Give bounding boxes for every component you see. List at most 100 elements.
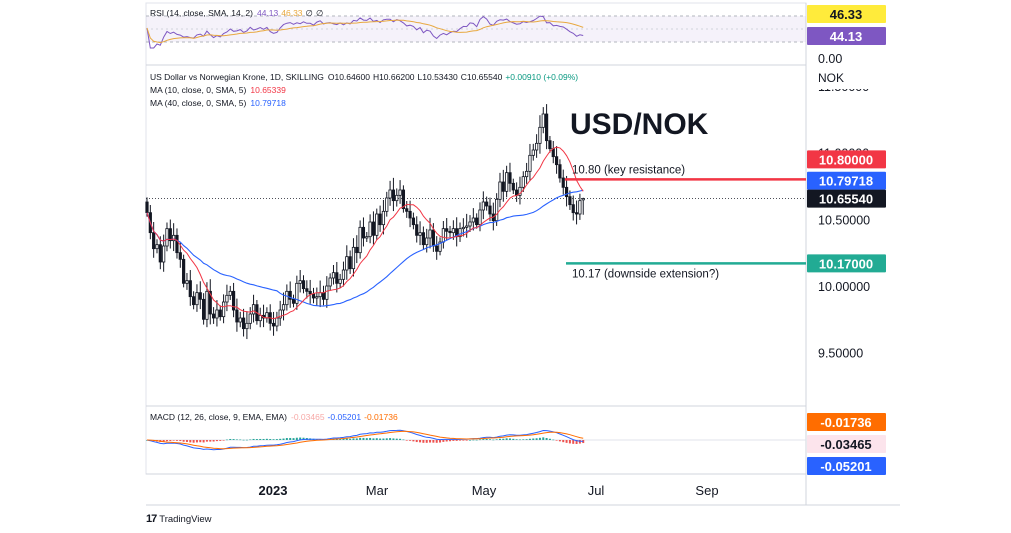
macd-histogram-bar — [292, 438, 295, 440]
macd-histogram-bar — [259, 438, 262, 440]
macd-histogram-bar — [422, 440, 425, 443]
ma10-legend: MA (10, close, 0, SMA, 5) 10.65339 — [150, 85, 290, 95]
macd-histogram-bar — [285, 438, 288, 440]
candle-body — [361, 226, 366, 239]
macd-histogram-bar — [399, 438, 402, 440]
macd-histogram-bar — [175, 440, 178, 441]
ma40-badge-bg — [807, 171, 886, 190]
candle-body — [285, 290, 289, 306]
candle-body — [495, 198, 499, 222]
candle-body — [401, 189, 406, 210]
candle-body — [478, 209, 482, 226]
macd-signal-badge-bg — [807, 413, 886, 431]
rsi-legend-value: 44.13 — [256, 8, 279, 18]
macd-histogram-bar — [232, 439, 235, 440]
ohlc-open: O10.64600 — [327, 72, 370, 82]
macd-histogram-bar — [558, 440, 561, 442]
candle-body — [238, 317, 242, 323]
ohlc-high: H10.66200 — [372, 72, 415, 82]
macd-legend: MACD (12, 26, close, 9, EMA, EMA) -0.0346… — [150, 412, 401, 422]
candle-body — [331, 272, 336, 279]
macd-histogram-bar — [265, 438, 268, 440]
candle-body — [165, 228, 169, 247]
candle-body — [168, 228, 172, 242]
candle-body — [418, 232, 422, 236]
macd-histogram-bar — [525, 439, 528, 440]
candles-group — [145, 104, 585, 340]
candle-body — [465, 225, 469, 228]
macd-histogram-bar — [515, 439, 518, 440]
candle-body — [564, 186, 569, 198]
candle-body — [378, 213, 382, 226]
macd-histogram-bar — [279, 438, 282, 440]
candle-body — [175, 234, 179, 254]
ohlc-change: +0.00910 (+0.09%) — [505, 72, 579, 82]
macd-histogram-bar — [479, 439, 481, 441]
resistance-badge-bg — [807, 150, 886, 169]
support-label: 10.17 (downside extension?) — [572, 268, 719, 280]
candle-body — [441, 228, 445, 243]
macd-histogram-bar — [565, 440, 568, 443]
macd-histogram-bar — [432, 440, 435, 443]
macd-histogram-bar — [342, 438, 345, 440]
macd-histogram-bar — [395, 438, 398, 440]
candle-body — [428, 229, 432, 239]
macd-histogram-bar — [355, 438, 358, 440]
candle-body — [158, 244, 162, 263]
macd-histogram-bar — [452, 440, 455, 441]
macd-histogram-bar — [575, 440, 578, 444]
candle-body — [571, 204, 575, 214]
macd-histogram-bar — [505, 438, 508, 440]
macd-histogram-bar — [488, 439, 491, 440]
candle-body — [281, 304, 286, 311]
macd-histogram-bar — [242, 439, 245, 441]
candle-body — [341, 269, 346, 280]
signal-line — [146, 430, 584, 450]
tradingview-logo[interactable]: 17 TradingView — [146, 513, 212, 525]
ma10-legend-value: 10.65339 — [250, 85, 286, 95]
candle-body — [288, 290, 292, 300]
candle-body — [391, 189, 396, 202]
candle-body — [295, 282, 299, 304]
macd-hist-badge: -0.05201 — [820, 459, 871, 474]
macd-histogram-bar — [245, 439, 248, 441]
macd-histogram-bar — [209, 440, 212, 442]
macd-value-badge: -0.03465 — [820, 437, 871, 452]
candle-body — [395, 194, 399, 202]
tradingview-mark-icon: 17 — [146, 513, 157, 525]
macd-histogram-bar — [222, 440, 225, 441]
candle-body — [528, 154, 532, 172]
rsi-legend-empty-1: ∅ — [305, 8, 313, 18]
macd-signal-badge: -0.01736 — [820, 415, 871, 430]
macd-histogram-bar — [339, 439, 342, 440]
macd-histogram-bar — [235, 439, 238, 441]
macd-legend-value-1: -0.03465 — [290, 412, 325, 422]
candle-body — [271, 322, 276, 327]
resistance-label: 10.80 (key resistance) — [572, 164, 685, 176]
candle-body — [162, 245, 166, 263]
candle-body — [248, 313, 252, 324]
macd-histogram-bar — [405, 440, 408, 441]
candle-body — [451, 228, 455, 234]
macd-histogram-bar — [548, 438, 551, 440]
candle-body — [558, 164, 562, 179]
macd-histogram-bar — [272, 439, 275, 440]
macd-histogram-bar — [205, 440, 208, 442]
candle-body — [315, 296, 319, 299]
macd-histogram-bar — [402, 439, 405, 441]
macd-histogram-group — [146, 437, 585, 444]
macd-histogram-bar — [429, 440, 432, 443]
macd-histogram-bar — [345, 438, 348, 440]
candle-body — [405, 208, 409, 212]
candle-body — [538, 126, 542, 144]
macd-hist-badge-bg — [807, 457, 886, 475]
candle-body — [431, 229, 435, 247]
candle-body — [188, 280, 192, 298]
time-tick-label: May — [472, 483, 497, 498]
ma40-legend-label: MA (40, close, 0, SMA, 5) — [150, 98, 247, 108]
macd-histogram-bar — [568, 440, 571, 444]
candle-body — [325, 285, 329, 300]
candle-body — [468, 221, 472, 227]
candle-body — [348, 256, 352, 270]
